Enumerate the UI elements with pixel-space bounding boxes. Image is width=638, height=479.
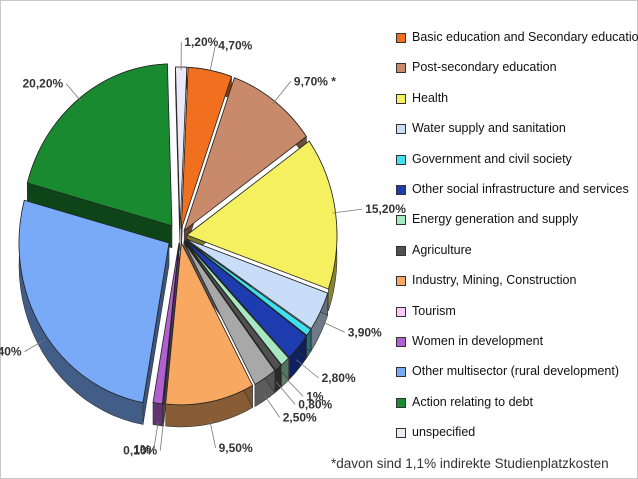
legend-swatch bbox=[396, 336, 406, 347]
data-label: 9,70% * bbox=[294, 74, 336, 88]
leader-line bbox=[317, 319, 345, 333]
data-label: 2,80% bbox=[322, 371, 356, 385]
data-label: 3,90% bbox=[348, 325, 382, 339]
legend-swatch bbox=[396, 124, 406, 135]
footnote: *davon sind 1,1% indirekte Studienplatzk… bbox=[331, 456, 609, 471]
leader-line bbox=[295, 359, 319, 379]
legend: Basic education and Secondary education P… bbox=[396, 30, 638, 455]
legend-item: Basic education and Secondary education bbox=[396, 30, 638, 60]
legend-item: Action relating to debt bbox=[396, 395, 636, 425]
slice-12 bbox=[18, 199, 170, 403]
data-label: 20,20% bbox=[22, 77, 63, 91]
legend-item: Industry, Mining, Construction bbox=[396, 273, 636, 303]
data-label: 2,50% bbox=[283, 411, 317, 425]
legend-item: Post-secondary education bbox=[396, 60, 636, 90]
legend-swatch bbox=[396, 93, 406, 104]
legend-label: Post-secondary education bbox=[412, 60, 557, 75]
legend-item: Water supply and sanitation bbox=[396, 121, 636, 151]
data-label: 1,20% bbox=[184, 35, 218, 49]
legend-label: Energy generation and supply bbox=[412, 212, 579, 227]
legend-item: Women in development bbox=[396, 334, 636, 364]
legend-swatch bbox=[396, 428, 406, 439]
legend-item: unspecified bbox=[396, 425, 636, 455]
legend-label: Basic education and Secondary education bbox=[412, 30, 638, 44]
slice-8 bbox=[183, 241, 276, 386]
leader-line bbox=[153, 421, 159, 450]
legend-swatch bbox=[396, 367, 406, 378]
legend-item: Other multisector (rural development) bbox=[396, 364, 636, 394]
leader-line bbox=[276, 382, 296, 405]
slice-3 bbox=[186, 238, 329, 330]
slice-5 bbox=[185, 240, 308, 359]
legend-label: Health bbox=[412, 90, 449, 105]
data-label: 9,50% bbox=[219, 441, 253, 455]
legend-label: Government and civil society bbox=[412, 151, 572, 166]
legend-item: Health bbox=[396, 91, 636, 121]
legend-label: Other social infrastructure and services bbox=[412, 181, 629, 196]
leader-line bbox=[65, 83, 82, 102]
leader-line bbox=[272, 81, 292, 104]
legend-swatch bbox=[396, 306, 406, 317]
legend-label: Industry, Mining, Construction bbox=[412, 273, 577, 288]
data-label: 1% bbox=[133, 443, 151, 457]
slice-9 bbox=[165, 241, 254, 406]
legend-label: Action relating to debt bbox=[412, 394, 533, 409]
data-label: 15,20% bbox=[365, 202, 406, 216]
slice-4 bbox=[185, 239, 312, 336]
legend-swatch bbox=[396, 215, 406, 226]
data-label: 1% bbox=[306, 389, 324, 403]
legend-swatch bbox=[396, 276, 406, 287]
legend-label: Other multisector (rural development) bbox=[412, 364, 620, 379]
leader-line bbox=[24, 339, 46, 352]
data-label: 0,10% bbox=[123, 444, 157, 458]
slice-11 bbox=[152, 242, 180, 405]
data-label: 26,40% bbox=[0, 345, 22, 359]
data-label: 4,70% bbox=[218, 39, 252, 53]
leader-line bbox=[209, 45, 216, 74]
legend-item: Other social infrastructure and services bbox=[396, 182, 636, 212]
data-label: 0,80% bbox=[298, 397, 332, 411]
slice-7 bbox=[184, 241, 282, 371]
leader-line bbox=[263, 393, 281, 418]
leader-line bbox=[209, 420, 216, 448]
leader-line bbox=[282, 375, 304, 397]
legend-label: unspecified bbox=[412, 425, 476, 440]
legend-swatch bbox=[396, 397, 406, 408]
legend-label: Water supply and sanitation bbox=[412, 121, 566, 136]
legend-item: Government and civil society bbox=[396, 152, 636, 182]
legend-label: Women in development bbox=[412, 333, 544, 348]
legend-swatch bbox=[396, 154, 406, 165]
legend-swatch bbox=[396, 33, 406, 43]
legend-item: Tourism bbox=[396, 304, 636, 334]
legend-label: Agriculture bbox=[412, 242, 472, 257]
legend-swatch bbox=[396, 245, 406, 256]
slice-6 bbox=[184, 240, 290, 366]
leader-line bbox=[332, 208, 363, 214]
legend-label: Tourism bbox=[412, 303, 456, 318]
legend-item: Energy generation and supply bbox=[396, 212, 636, 242]
legend-swatch bbox=[396, 63, 406, 74]
legend-swatch bbox=[396, 184, 406, 195]
legend-item: Agriculture bbox=[396, 243, 636, 273]
leader-line bbox=[159, 422, 164, 451]
